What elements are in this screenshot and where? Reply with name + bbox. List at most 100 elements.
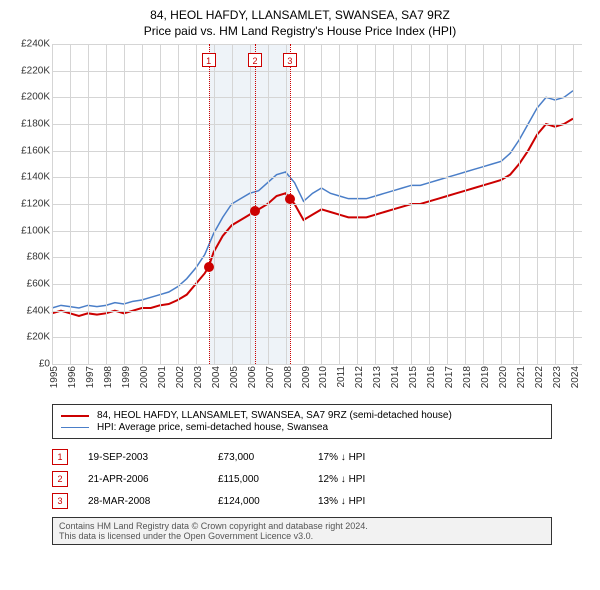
- grid-v: [339, 44, 340, 364]
- grid-v: [375, 44, 376, 364]
- x-tick-label: 2004: [211, 366, 222, 388]
- grid-v: [124, 44, 125, 364]
- sale-marker: [285, 194, 295, 204]
- x-tick-label: 2002: [175, 366, 186, 388]
- grid-v: [447, 44, 448, 364]
- event-row: 1 19-SEP-2003 £73,000 17% ↓ HPI: [52, 449, 552, 465]
- grid-h: [52, 257, 582, 258]
- x-tick-label: 2006: [247, 366, 258, 388]
- grid-h: [52, 204, 582, 205]
- x-tick-label: 1998: [103, 366, 114, 388]
- y-tick-label: £180K: [21, 119, 50, 130]
- grid-h: [52, 284, 582, 285]
- grid-v: [142, 44, 143, 364]
- y-tick-label: £220K: [21, 65, 50, 76]
- legend-row-price-paid: 84, HEOL HAFDY, LLANSAMLET, SWANSEA, SA7…: [61, 410, 543, 421]
- x-tick-label: 2001: [157, 366, 168, 388]
- grid-v: [393, 44, 394, 364]
- grid-v: [573, 44, 574, 364]
- series-price_paid: [52, 119, 573, 316]
- grid-v: [88, 44, 89, 364]
- chart-container: 84, HEOL HAFDY, LLANSAMLET, SWANSEA, SA7…: [0, 0, 600, 553]
- y-tick-label: £60K: [27, 279, 50, 290]
- x-tick-label: 2023: [552, 366, 563, 388]
- event-date: 28-MAR-2008: [88, 496, 198, 507]
- title-address: 84, HEOL HAFDY, LLANSAMLET, SWANSEA, SA7…: [10, 8, 590, 22]
- event-delta: 13% ↓ HPI: [318, 496, 408, 507]
- event-price: £115,000: [218, 474, 298, 485]
- event-number-box: 2: [52, 471, 68, 487]
- event-row: 2 21-APR-2006 £115,000 12% ↓ HPI: [52, 471, 552, 487]
- x-tick-label: 2018: [462, 366, 473, 388]
- grid-h: [52, 337, 582, 338]
- event-line: [209, 44, 210, 364]
- event-number-box: 1: [52, 449, 68, 465]
- x-tick-label: 2019: [480, 366, 491, 388]
- x-tick-label: 2014: [390, 366, 401, 388]
- y-tick-label: £20K: [27, 332, 50, 343]
- event-date: 19-SEP-2003: [88, 452, 198, 463]
- legend-swatch-red: [61, 415, 89, 417]
- event-marker-box: 3: [283, 53, 297, 67]
- x-tick-label: 2000: [139, 366, 150, 388]
- title-subtitle: Price paid vs. HM Land Registry's House …: [10, 24, 590, 38]
- grid-h: [52, 44, 582, 45]
- x-tick-label: 1996: [67, 366, 78, 388]
- event-marker-box: 1: [202, 53, 216, 67]
- grid-v: [70, 44, 71, 364]
- x-tick-label: 2020: [498, 366, 509, 388]
- grid-v: [321, 44, 322, 364]
- x-tick-label: 2009: [301, 366, 312, 388]
- footer-line1: Contains HM Land Registry data © Crown c…: [59, 521, 545, 531]
- x-tick-label: 2005: [229, 366, 240, 388]
- y-tick-label: £120K: [21, 199, 50, 210]
- grid-h: [52, 124, 582, 125]
- grid-v: [411, 44, 412, 364]
- y-tick-label: £140K: [21, 172, 50, 183]
- footer-attribution: Contains HM Land Registry data © Crown c…: [52, 517, 552, 545]
- x-tick-label: 2015: [408, 366, 419, 388]
- footer-line2: This data is licensed under the Open Gov…: [59, 531, 545, 541]
- grid-h: [52, 311, 582, 312]
- event-price: £73,000: [218, 452, 298, 463]
- grid-v: [357, 44, 358, 364]
- x-tick-label: 1995: [49, 366, 60, 388]
- event-marker-box: 2: [248, 53, 262, 67]
- event-date: 21-APR-2006: [88, 474, 198, 485]
- x-tick-label: 1999: [121, 366, 132, 388]
- y-tick-label: £40K: [27, 305, 50, 316]
- x-tick-label: 2011: [336, 366, 347, 388]
- sale-marker: [204, 262, 214, 272]
- grid-h: [52, 97, 582, 98]
- grid-v: [483, 44, 484, 364]
- event-delta: 17% ↓ HPI: [318, 452, 408, 463]
- legend-label-hpi: HPI: Average price, semi-detached house,…: [97, 422, 328, 433]
- grid-v: [519, 44, 520, 364]
- legend-swatch-blue: [61, 427, 89, 428]
- event-delta: 12% ↓ HPI: [318, 474, 408, 485]
- y-tick-label: £200K: [21, 92, 50, 103]
- grid-v: [196, 44, 197, 364]
- x-tick-label: 2021: [516, 366, 527, 388]
- grid-h: [52, 151, 582, 152]
- grid-h: [52, 231, 582, 232]
- x-tick-label: 2017: [444, 366, 455, 388]
- grid-v: [429, 44, 430, 364]
- grid-v: [501, 44, 502, 364]
- grid-v: [286, 44, 287, 364]
- grid-v: [232, 44, 233, 364]
- event-number-box: 3: [52, 493, 68, 509]
- event-price: £124,000: [218, 496, 298, 507]
- grid-v: [268, 44, 269, 364]
- legend: 84, HEOL HAFDY, LLANSAMLET, SWANSEA, SA7…: [52, 404, 552, 439]
- grid-v: [214, 44, 215, 364]
- x-tick-label: 2022: [534, 366, 545, 388]
- grid-h: [52, 364, 582, 365]
- x-tick-label: 2013: [372, 366, 383, 388]
- grid-v: [52, 44, 53, 364]
- grid-h: [52, 71, 582, 72]
- grid-h: [52, 177, 582, 178]
- grid-v: [160, 44, 161, 364]
- grid-v: [537, 44, 538, 364]
- legend-row-hpi: HPI: Average price, semi-detached house,…: [61, 422, 543, 433]
